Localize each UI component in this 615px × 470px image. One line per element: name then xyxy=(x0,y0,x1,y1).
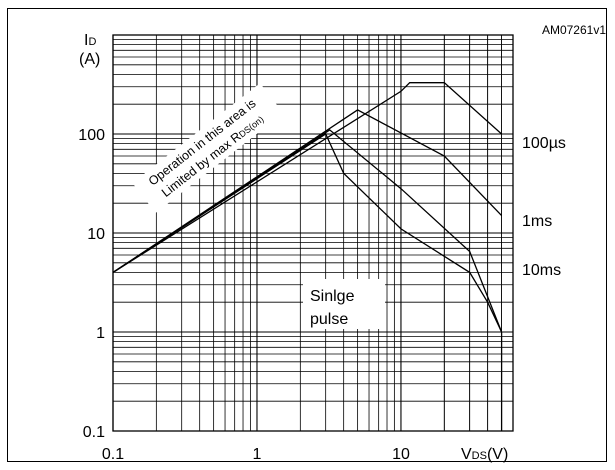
pulse-line1: Sinlge xyxy=(310,288,355,305)
y-axis-label: ID xyxy=(84,32,96,49)
plot-border xyxy=(112,34,514,432)
series-line-2 xyxy=(112,129,503,333)
series-label-10ms: 10ms xyxy=(522,262,561,279)
y-tick-label: 1 xyxy=(96,325,105,342)
y-tick-label: 10 xyxy=(87,226,105,243)
x-tick-label: 1 xyxy=(253,446,262,463)
rds-limit-annotation: Operation in this area is Limited by max… xyxy=(132,83,284,213)
pulse-line2: pulse xyxy=(310,311,348,328)
series-line-0 xyxy=(112,82,503,273)
single-pulse-annotation: Sinlge pulse xyxy=(303,279,385,329)
chart-frame xyxy=(7,8,607,462)
grid xyxy=(112,34,514,432)
series-line-1 xyxy=(112,109,503,273)
series-label-1ms: 1ms xyxy=(522,213,552,230)
x-tick-label: 10 xyxy=(392,446,410,463)
y-axis-unit: (A) xyxy=(79,51,100,68)
series-group xyxy=(112,82,503,431)
series-line-3 xyxy=(112,133,503,431)
figure-id: AM07261v1 xyxy=(542,23,606,37)
series-label-100us: 100µs xyxy=(522,135,566,152)
x-tick-label: 0.1 xyxy=(102,446,124,463)
x-axis-label: VDS(V) xyxy=(461,446,508,463)
y-tick-label: 0.1 xyxy=(83,424,105,441)
y-tick-label: 100 xyxy=(78,127,105,144)
